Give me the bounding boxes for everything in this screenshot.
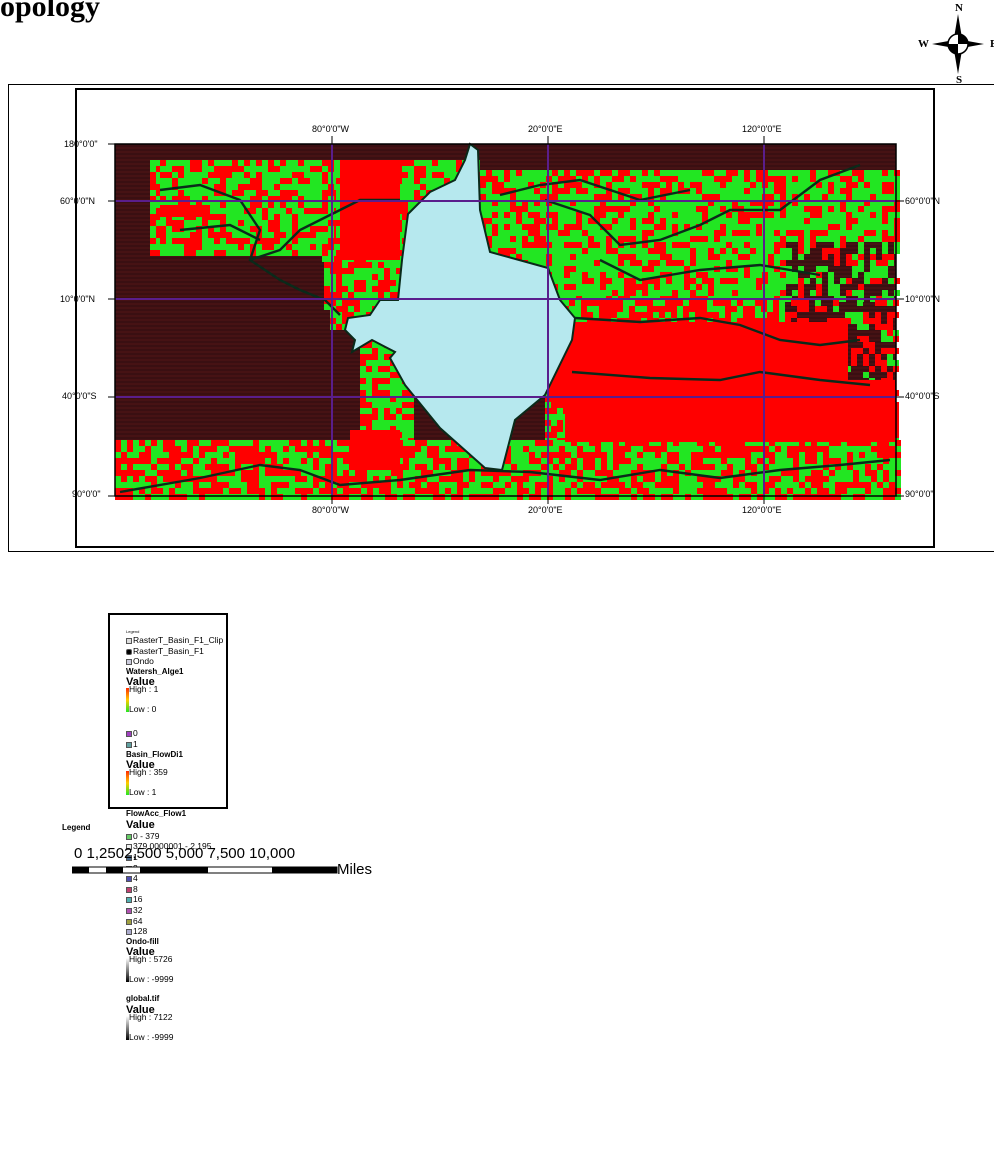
scale-bar bbox=[72, 866, 338, 874]
legend-dir-1: 1 bbox=[126, 852, 261, 863]
color-ramp-icon bbox=[126, 958, 129, 983]
map-inner-frame bbox=[75, 88, 935, 548]
lon-label-top-2: 20°0'0"E bbox=[528, 124, 563, 134]
boundary-line bbox=[599, 258, 821, 282]
scale-bar-numbers: 0 1,2502,500 5,000 7,500 10,000 bbox=[74, 845, 296, 862]
lat-label-right-3: 40°0'0"S bbox=[905, 391, 940, 401]
lon-label-top-3: 120°0'0"E bbox=[742, 124, 782, 134]
swatch-icon bbox=[126, 659, 132, 666]
legend-ondo-fill: Ondo-fill bbox=[126, 936, 159, 946]
legend-watersh-ramp: High : 1 Low : 0 bbox=[126, 684, 261, 714]
legend-global-ramp: High : 7122 Low : -9999 bbox=[126, 1012, 261, 1042]
boundary-line bbox=[119, 458, 891, 494]
legend-dir-128: 128 bbox=[126, 926, 261, 937]
boundary-line bbox=[499, 178, 691, 202]
legend-box: Legend RasterT_Basin_F1_Clip RasterT_Bas… bbox=[108, 613, 228, 1042]
water-body bbox=[343, 142, 577, 472]
swatch-icon bbox=[126, 886, 132, 893]
legend-dir-8: 8 bbox=[126, 884, 261, 895]
swatch-icon bbox=[126, 741, 132, 748]
legend-fa-1: 379.0000001 - 2,195 bbox=[126, 841, 261, 852]
lat-label-left-5: 90°0'0" bbox=[72, 489, 101, 499]
color-ramp-icon bbox=[126, 1015, 129, 1040]
compass-rose-icon bbox=[932, 14, 984, 74]
swatch-icon bbox=[126, 897, 132, 904]
legend-item-ondo: Ondo bbox=[126, 656, 261, 667]
lat-label-left-2: 60°0'0"N bbox=[60, 196, 96, 206]
legend-item-clip: RasterT_Basin_F1_Clip bbox=[126, 635, 261, 646]
legend-ondo-fill-ramp: High : 5726 Low : -9999 bbox=[126, 954, 261, 984]
legend-basin-flow-ramp: High : 359 Low : 1 bbox=[126, 767, 261, 797]
legend-class-0: 0 bbox=[126, 728, 261, 739]
map-neatline bbox=[114, 143, 897, 497]
color-ramp-icon bbox=[126, 771, 129, 796]
lat-label-left-3: 10°0'0"N bbox=[60, 294, 96, 304]
legend-dir-32: 32 bbox=[126, 905, 261, 916]
map-title: opology bbox=[0, 0, 101, 23]
legend-class-1: 1 bbox=[126, 739, 261, 750]
swatch-icon bbox=[126, 854, 132, 861]
lon-label-bottom-1: 80°0'0"W bbox=[312, 505, 350, 515]
swatch-icon bbox=[126, 648, 132, 655]
legend-flowacc: FlowAcc_Flow1 bbox=[126, 809, 187, 819]
legend-basin-flow-value: Value bbox=[126, 759, 155, 772]
lat-label-right-2: 10°0'0"N bbox=[905, 294, 941, 304]
swatch-icon bbox=[126, 844, 132, 851]
north-arrow: N S W E bbox=[918, 2, 994, 86]
swatch-icon bbox=[126, 833, 132, 840]
boundary-line bbox=[571, 370, 871, 387]
legend-watersh-value: Value bbox=[126, 676, 155, 689]
legend-dir-16: 16 bbox=[126, 894, 261, 905]
legend-fa-0: 0 - 379 bbox=[126, 831, 261, 842]
legend-global: global.tif bbox=[126, 994, 160, 1004]
legend-content: Legend RasterT_Basin_F1_Clip RasterT_Bas… bbox=[126, 629, 261, 1042]
boundary-line bbox=[179, 223, 261, 242]
legend-heading: Legend bbox=[126, 629, 140, 634]
lat-label-left-4: 40°0'0"S bbox=[62, 391, 97, 401]
lat-label-left-1: 180°0'0" bbox=[64, 139, 98, 149]
legend-ondo-fill-value: Value bbox=[126, 946, 155, 959]
legend-outer-label: Legend bbox=[62, 823, 91, 832]
map-outer-frame bbox=[8, 84, 994, 552]
swatch-icon bbox=[126, 907, 132, 914]
lon-label-bottom-2: 20°0'0"E bbox=[528, 505, 563, 515]
swatch-icon bbox=[126, 638, 132, 644]
south-label: S bbox=[956, 74, 963, 86]
lon-label-bottom-3: 120°0'0"E bbox=[742, 505, 782, 515]
swatch-icon bbox=[126, 918, 132, 925]
legend-flowacc-value: Value bbox=[126, 818, 155, 831]
boundary-line bbox=[544, 163, 861, 247]
legend-basin-flow: Basin_FlowDi1 bbox=[126, 749, 183, 759]
lon-label-top-1: 80°0'0"W bbox=[312, 124, 350, 134]
map-canvas bbox=[108, 136, 904, 504]
color-ramp-icon bbox=[126, 688, 129, 713]
boundary-line bbox=[574, 316, 861, 347]
legend-watersh: Watersh_Alge1 bbox=[126, 666, 184, 676]
swatch-icon bbox=[126, 929, 132, 936]
legend-global-value: Value bbox=[126, 1003, 155, 1016]
swatch-icon bbox=[126, 731, 132, 738]
legend-dir-64: 64 bbox=[126, 916, 261, 927]
legend-dir-4: 4 bbox=[126, 873, 261, 884]
swatch-icon bbox=[126, 876, 132, 883]
west-label: W bbox=[918, 38, 929, 50]
lat-label-right-1: 60°0'0"N bbox=[905, 196, 941, 206]
north-label: N bbox=[955, 2, 963, 14]
lat-label-right-4: 90°0'0" bbox=[905, 489, 934, 499]
legend-item-basin: RasterT_Basin_F1 bbox=[126, 646, 261, 657]
east-label: E bbox=[990, 38, 994, 50]
scale-bar-units: Miles bbox=[337, 861, 373, 878]
